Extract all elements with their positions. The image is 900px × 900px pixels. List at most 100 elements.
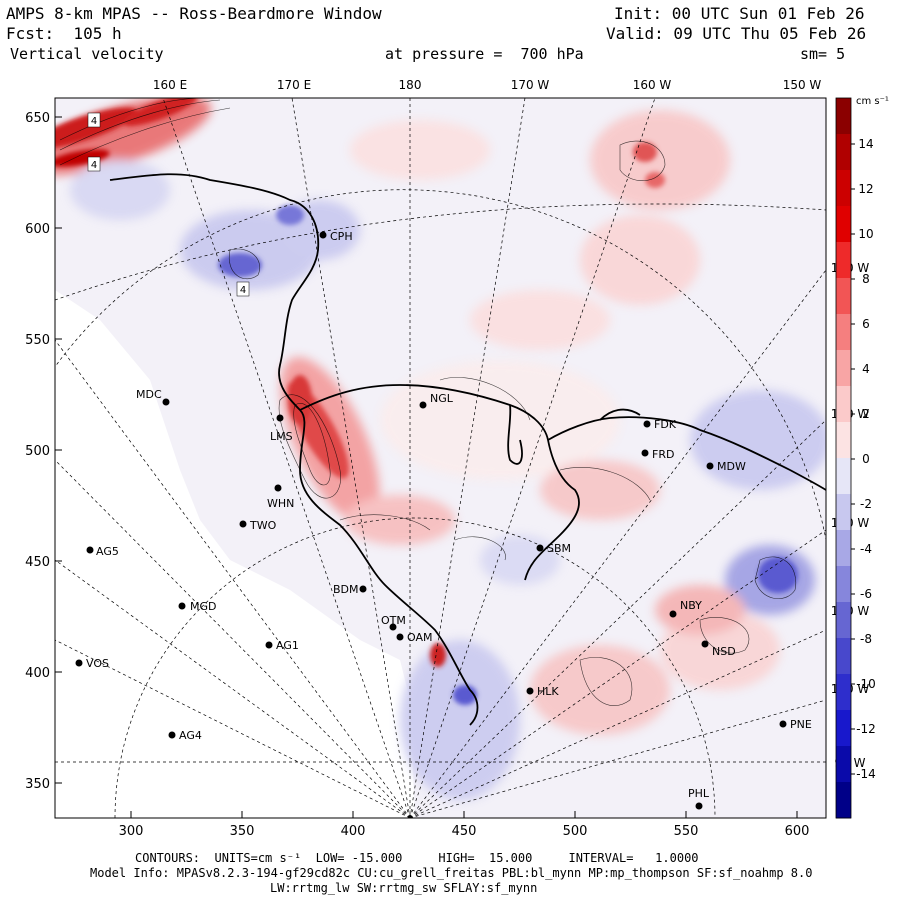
- colorbar-cell: [836, 674, 851, 711]
- colorbar-cell: [836, 350, 851, 387]
- colorbar-ticks: 14 12 10 8 6 4 2 0 -2 -4 -6 -8 -10 -12 -14: [851, 137, 876, 781]
- colorbar-tick-label: 2: [862, 407, 870, 421]
- contour-label: 4: [91, 116, 97, 127]
- forecast-hour: Fcst: 105 h: [6, 24, 122, 43]
- y-tick-label: 350: [25, 777, 50, 792]
- x-tick-label: 450: [452, 824, 477, 839]
- station-cph: CPH: [319, 230, 353, 243]
- colorbar-cell: [836, 710, 851, 747]
- x-tick-label: 600: [785, 824, 810, 839]
- colorbar-tick-label: 14: [858, 137, 873, 151]
- colorbar-tick-label: 0: [862, 452, 870, 466]
- station-sbm: SBM: [536, 542, 571, 555]
- station-phl: PHL: [688, 787, 710, 810]
- station-label: NBY: [680, 599, 702, 612]
- colorbar-tick-label: 6: [862, 317, 870, 331]
- colorbar-tick-label: -8: [860, 632, 872, 646]
- colorbar-cell: [836, 530, 851, 567]
- station-frd: FRD: [641, 448, 674, 461]
- station-label: MDW: [717, 460, 746, 473]
- colorbar-cell: [836, 566, 851, 603]
- station-mgd: MGD: [178, 600, 217, 613]
- station-ag4: AG4: [168, 729, 202, 742]
- y-tick-label: 550: [25, 333, 50, 348]
- station-otm: OTM: [381, 614, 406, 631]
- station-label: BDM: [333, 583, 359, 596]
- colorbar-tick-label: -14: [856, 767, 876, 781]
- colorbar-cell: [836, 746, 851, 783]
- station-two: TWO: [239, 519, 277, 532]
- station-label: MGD: [190, 600, 217, 613]
- lon-label: 170 E: [277, 78, 311, 92]
- colorbar-cell: [836, 314, 851, 351]
- colorbar-cell: [836, 98, 851, 135]
- station-fdk: FDK: [643, 418, 677, 431]
- lon-label: 160 W: [633, 78, 672, 92]
- station-label: MDC: [136, 388, 162, 401]
- contour-label: 4: [91, 160, 97, 171]
- station-whn: WHN: [267, 484, 294, 510]
- colorbar-tick-label: -6: [860, 587, 872, 601]
- station-nsd: NSD: [701, 640, 736, 658]
- colorbar-tick-label: 12: [858, 182, 873, 196]
- colorbar-cell: [836, 494, 851, 531]
- valid-time: Valid: 09 UTC Thu 05 Feb 26: [606, 24, 867, 43]
- station-label: TWO: [249, 519, 277, 532]
- station-label: PNE: [790, 718, 812, 731]
- station-mdw: MDW: [706, 460, 746, 473]
- station-nby: NBY: [669, 599, 702, 618]
- map-frame: [54, 97, 827, 819]
- colorbar-cell: [836, 170, 851, 207]
- station-bdm: BDM: [333, 583, 367, 596]
- model-info: Model Info: MPASv8.2.3-194-gf29cd82c CU:…: [90, 866, 813, 880]
- station-ag5: AG5: [86, 545, 119, 558]
- x-tick-label: 550: [674, 824, 699, 839]
- colorbar-tick-label: 8: [862, 272, 870, 286]
- colorbar-tick-label: 4: [862, 362, 870, 376]
- colorbar-cells: [836, 98, 851, 819]
- x-tick-label: 500: [563, 824, 588, 839]
- station-oam: OAM: [396, 631, 432, 644]
- station-label: CPH: [330, 230, 353, 243]
- x-tick-label: 300: [119, 824, 144, 839]
- station-label: FRD: [652, 448, 674, 461]
- colorbar-tick-label: -12: [856, 722, 876, 736]
- colorbar-cell: [836, 602, 851, 639]
- pressure-level: at pressure = 700 hPa: [385, 45, 584, 63]
- map-title: AMPS 8-km MPAS -- Ross-Beardmore Window: [6, 4, 382, 23]
- station-ag1: AG1: [265, 639, 299, 652]
- colorbar-cell: [836, 242, 851, 279]
- colorbar-cell: [836, 782, 851, 819]
- init-time: Init: 00 UTC Sun 01 Feb 26: [614, 4, 865, 23]
- smoothing: sm= 5: [800, 45, 846, 63]
- field-name: Vertical velocity: [10, 45, 164, 63]
- colorbar-cell: [836, 134, 851, 171]
- longitude-labels-top: 160 E 170 E 180 170 W 160 W 150 W: [153, 78, 822, 92]
- station-ngl: NGL: [419, 392, 454, 409]
- x-axis: 300 350 400 450 500 550 600: [119, 824, 810, 839]
- station-label: AG1: [276, 639, 299, 652]
- x-tick-label: 400: [341, 824, 366, 839]
- colorbar-cell: [836, 638, 851, 675]
- station-lms: LMS: [270, 414, 293, 443]
- y-tick-label: 650: [25, 111, 50, 126]
- colorbar-cell: [836, 206, 851, 243]
- station-mdc: MDC: [136, 388, 170, 406]
- station-label: WHN: [267, 497, 294, 510]
- station-label: AG4: [179, 729, 202, 742]
- station-label: AG5: [96, 545, 119, 558]
- lon-label: 160 E: [153, 78, 187, 92]
- station-label: VOS: [86, 657, 109, 670]
- station-label: NGL: [430, 392, 454, 405]
- contour-info: CONTOURS: UNITS=cm s⁻¹ LOW= -15.000 HIGH…: [135, 851, 699, 865]
- station-label: PHL: [688, 787, 710, 800]
- station-label: FDK: [654, 418, 677, 431]
- colorbar-tick-label: -2: [860, 497, 872, 511]
- contour-label: 4: [240, 285, 246, 296]
- colorbar-unit: cm s⁻¹: [856, 96, 889, 107]
- colorbar-tick-label: 10: [858, 227, 873, 241]
- model-info-physics: LW:rrtmg_lw SW:rrtmg_sw SFLAY:sf_mynn: [270, 881, 538, 895]
- stations: CPH NGL MDC FDK LMS FRD MDW WHN TWO AG5 …: [75, 230, 812, 810]
- lon-label: 150 W: [783, 78, 822, 92]
